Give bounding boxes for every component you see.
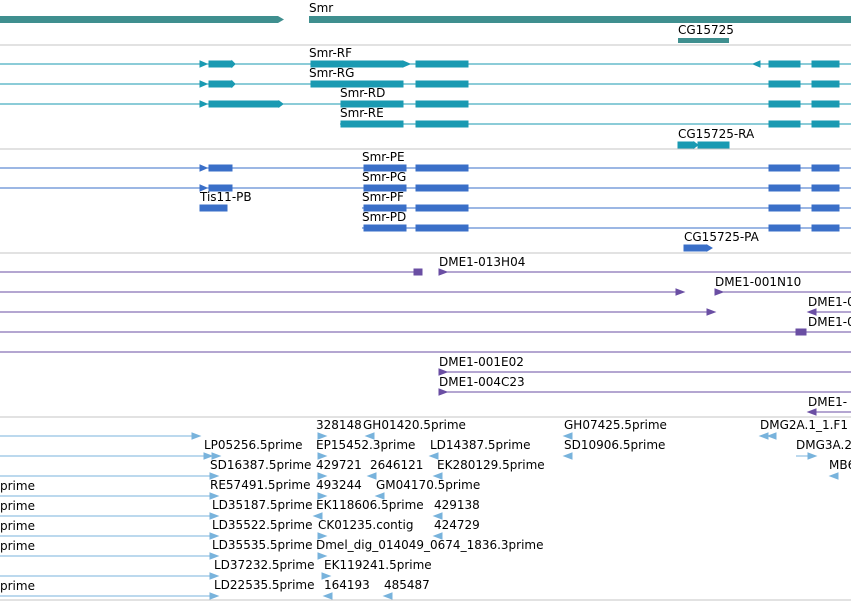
est-label: 164193	[324, 578, 370, 592]
protein-label: Smr-PD	[362, 210, 406, 224]
est-label: RE57491.5prime	[210, 478, 311, 492]
gene-feature-smr[interactable]	[309, 16, 851, 23]
clone-label: DME1-001N10	[715, 275, 801, 289]
protein-label: Tis11-PB	[199, 190, 252, 204]
est-label: prime	[0, 539, 35, 553]
clone-label: DME1-001E02	[439, 355, 524, 369]
clone-label: DME1-	[808, 395, 847, 409]
est-label: Dmel_dig_014049_0674_1836.3prime	[316, 538, 544, 552]
est-label: 429721	[316, 458, 362, 472]
clone-label: DME1-004C23	[439, 375, 525, 389]
est-label: LD37232.5prime	[214, 558, 315, 572]
gene-label-smr: Smr	[309, 1, 333, 15]
clone-track: DME1-013H04 DME1-001N10 DME1-0 DME1-0 DM…	[0, 255, 851, 416]
est-label: GM04170.5prime	[376, 478, 480, 492]
est-label: LD14387.5prime	[430, 438, 531, 452]
est-label: EP15452.3prime	[316, 438, 415, 452]
gene-label-cg15725: CG15725	[678, 23, 734, 37]
est-label: 424729	[434, 518, 480, 532]
mrna-track: Smr-RF Smr-RG Smr-RD Smr-RE CG15725-RA	[0, 46, 851, 149]
est-label: prime	[0, 479, 35, 493]
est-label: LP05256.5prime	[204, 438, 303, 452]
est-label: 2646121	[370, 458, 423, 472]
est-label: GH01420.5prime	[363, 418, 466, 432]
est-label: EK280129.5prime	[437, 458, 545, 472]
gene-feature-cg15725[interactable]	[678, 38, 729, 43]
est-label: CK01235.contig	[318, 518, 413, 532]
est-label: SD10906.5prime	[564, 438, 665, 452]
gene-track: Smr CG15725	[0, 1, 851, 43]
est-label: prime	[0, 519, 35, 533]
est-label: 429138	[434, 498, 480, 512]
protein-label: Smr-PG	[362, 170, 406, 184]
transcript-label: CG15725-RA	[678, 127, 755, 141]
protein-label: Smr-PE	[362, 150, 405, 164]
est-label: LD35522.5prime	[212, 518, 313, 532]
est-track: 328148 GH01420.5prime GH07425.5prime DMG…	[0, 418, 851, 600]
est-label: EK119241.5prime	[324, 558, 432, 572]
est-label: MB6	[829, 458, 851, 472]
est-label: LD22535.5prime	[214, 578, 315, 592]
est-label: DMG3A.2	[796, 438, 851, 452]
transcript-label: Smr-RF	[309, 46, 352, 60]
protein-label: CG15725-PA	[684, 230, 760, 244]
protein-track: Smr-PE Smr-PG Tis11-PB Smr-PF Smr-PD CG1…	[0, 150, 851, 252]
est-label: prime	[0, 579, 35, 593]
est-label: LD35187.5prime	[212, 498, 313, 512]
est-label: DMG2A.1_1.F1	[760, 418, 848, 432]
est-label: SD16387.5prime	[210, 458, 311, 472]
est-label: GH07425.5prime	[564, 418, 667, 432]
gene-feature-left[interactable]	[0, 16, 284, 23]
protein-label: Smr-PF	[362, 190, 404, 204]
est-label: LD35535.5prime	[212, 538, 313, 552]
est-label: 328148	[316, 418, 362, 432]
est-label: prime	[0, 499, 35, 513]
transcript-label: Smr-RG	[309, 66, 354, 80]
est-label: 493244	[316, 478, 362, 492]
clone-label: DME1-0	[808, 295, 851, 309]
clone-label: DME1-013H04	[439, 255, 525, 269]
transcript-label: Smr-RD	[340, 86, 385, 100]
clone-label: DME1-0	[808, 315, 851, 329]
est-label: EK118606.5prime	[316, 498, 424, 512]
est-label: 485487	[384, 578, 430, 592]
transcript-label: Smr-RE	[340, 106, 384, 120]
